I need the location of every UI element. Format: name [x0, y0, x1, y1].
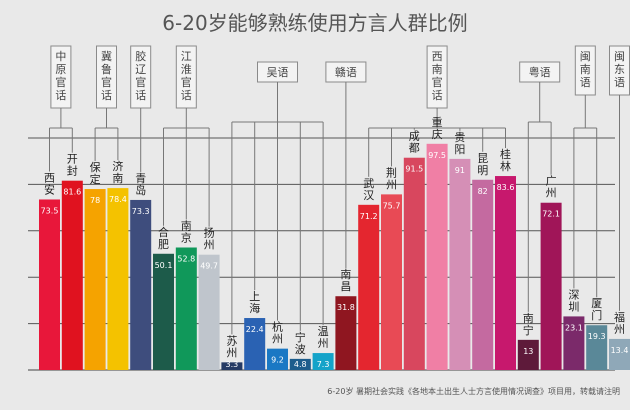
data-label: 71.2: [360, 212, 378, 221]
bar: [517, 339, 539, 370]
data-label: 52.8: [177, 255, 195, 264]
category-label: 保定: [90, 160, 101, 186]
category-label: 南京: [181, 220, 192, 245]
bar: [153, 253, 174, 370]
dialect-group-brackets: 中原官话 冀鲁官话 胶辽官话 江淮官话 吴语 赣语 西南官话 粤语 闽南语 闽东语: [49, 45, 630, 335]
dialect-group-label: 胶辽官话: [135, 49, 146, 102]
category-label: 宁波: [295, 330, 306, 356]
bar: [449, 158, 471, 370]
bar: [175, 247, 197, 370]
category-label: 荆州: [386, 166, 397, 191]
category-label: 南昌: [340, 268, 351, 293]
category-label: 合肥: [158, 225, 169, 251]
data-label: 19.3: [588, 332, 606, 341]
category-label: 贵阳: [454, 131, 465, 156]
bar: [107, 188, 129, 370]
bar: [312, 353, 334, 370]
data-label: 7.3: [317, 360, 330, 369]
bar: [540, 202, 562, 370]
category-label: 济南: [112, 159, 123, 185]
data-label: 23.1: [565, 323, 583, 332]
data-label: 83.6: [497, 183, 515, 192]
bar: [244, 318, 266, 370]
data-label: 72.1: [542, 210, 560, 219]
data-label: 75.7: [383, 201, 401, 210]
bar: [130, 199, 152, 370]
bar: [221, 362, 243, 370]
data-label: 81.6: [63, 188, 81, 197]
dialect-group-label: 冀鲁官话: [101, 49, 112, 102]
data-label: 9.2: [271, 356, 284, 365]
dialect-group-label: 赣语: [335, 65, 357, 79]
dialect-group-label: 中原官话: [55, 50, 66, 102]
category-label: 福州: [614, 310, 625, 336]
dialect-group-label: 粤语: [529, 65, 551, 79]
bar: [267, 348, 288, 370]
bar: [609, 338, 630, 370]
data-label: 91: [455, 166, 465, 175]
bar: [358, 204, 380, 370]
category-label: 昆明: [477, 152, 488, 177]
bar: [563, 316, 585, 370]
category-label: 厦门: [591, 297, 602, 322]
category-label: 上海: [249, 290, 260, 315]
data-label: 78: [90, 196, 100, 205]
bar: [586, 325, 608, 370]
bar: [403, 157, 425, 370]
data-label: 31.8: [337, 303, 355, 312]
category-label: 扬州: [204, 226, 215, 252]
source-footnote: 6-20岁 暑期社会实践《各地本土出生人士方言使用情况调查》项目用，转载请注明: [327, 386, 620, 396]
label-layer: 73.5 西安 81.6 开封 78 保定 78.4 济南 73.3 青岛 50.1 合肥 52.8 南京…: [41, 115, 629, 369]
category-label: 武汉: [363, 177, 374, 202]
bar: [426, 143, 448, 370]
data-label: 78.4: [109, 195, 127, 204]
category-label: 桂林: [500, 147, 511, 173]
data-label: 13.4: [611, 346, 629, 355]
data-label: 3.3: [226, 360, 239, 369]
bar-layer: [39, 143, 630, 370]
category-label: 南宁: [523, 312, 534, 337]
category-label: 成都: [409, 130, 420, 155]
data-label: 22.4: [246, 325, 264, 334]
category-label: 青岛: [135, 172, 146, 197]
dialect-group-label: 闽东语: [614, 50, 625, 89]
data-label: 50.1: [155, 261, 173, 270]
category-label: 西安: [44, 171, 55, 196]
data-label: 91.5: [405, 165, 423, 174]
category-label: 温州: [318, 325, 329, 350]
dialect-group-label: 江淮官话: [181, 50, 192, 102]
data-label: 82: [478, 187, 488, 196]
bar: [84, 189, 106, 370]
data-label: 4.8: [294, 360, 307, 369]
bar: [198, 254, 220, 370]
bar: [289, 358, 311, 370]
dialect-group-label: 闽南语: [580, 50, 591, 89]
data-label: 73.5: [41, 206, 59, 215]
bar: [39, 199, 60, 370]
bar: [335, 296, 357, 370]
bar: [381, 194, 402, 370]
category-label: 深圳: [568, 288, 579, 313]
data-label: 49.7: [200, 262, 218, 271]
data-label: 97.5: [428, 151, 446, 160]
data-label: 13: [523, 347, 533, 356]
category-label: 苏州: [226, 334, 237, 359]
bar: [472, 179, 494, 370]
category-label: 杭州: [272, 320, 283, 346]
bar: [495, 176, 516, 370]
data-label: 73.3: [132, 207, 150, 216]
dialect-group-label: 西南官话: [432, 50, 443, 102]
category-label: 开封: [67, 153, 78, 178]
dialect-group-label: 吴语: [267, 66, 289, 79]
category-label: 广州: [546, 175, 557, 200]
category-label: 重庆: [432, 115, 443, 141]
bar: [61, 180, 83, 370]
chart-title: 6-20岁能够熟练使用方言人群比例: [162, 11, 467, 35]
